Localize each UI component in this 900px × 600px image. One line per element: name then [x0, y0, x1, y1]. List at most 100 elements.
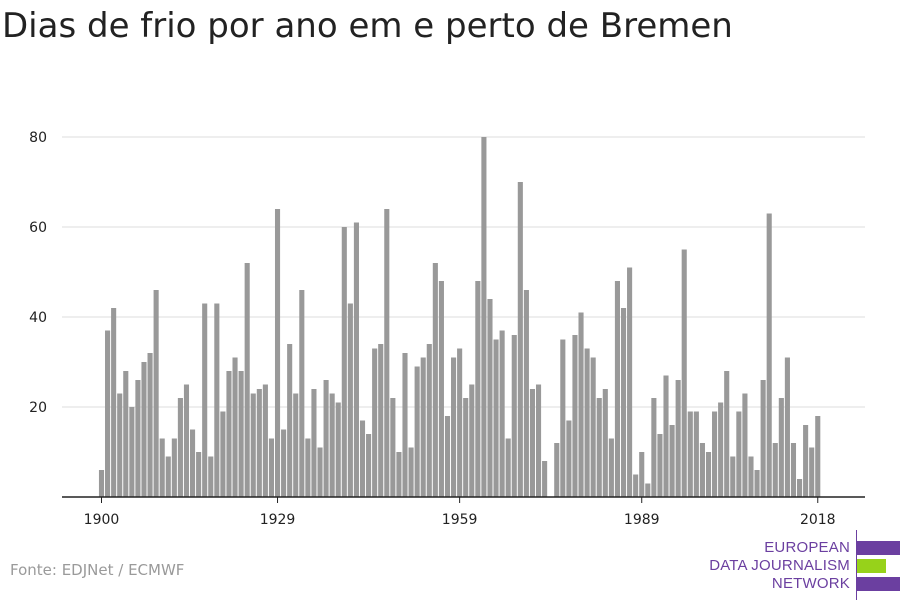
- bar-1978: [572, 335, 578, 497]
- bar-1959: [457, 348, 463, 497]
- x-axis-ticks: 1900 1929 1959 1989 2018: [84, 497, 836, 528]
- x-tick-label-1900: 1900: [84, 512, 120, 528]
- bar-1949: [396, 452, 402, 497]
- bar-1961: [469, 384, 475, 497]
- bar-1910: [159, 438, 165, 497]
- bar-1942: [353, 222, 359, 497]
- bar-1967: [505, 438, 511, 497]
- bar-1924: [244, 263, 250, 497]
- logo-text-european: EUROPEAN: [764, 539, 850, 556]
- bar-1901: [105, 330, 111, 497]
- bar-2005: [736, 411, 742, 497]
- bar-2004: [730, 456, 736, 497]
- y-axis-tick-labels: 20 40 60 80: [29, 130, 47, 416]
- bar-1926: [256, 389, 262, 497]
- bar-1971: [529, 389, 536, 497]
- bar-1920: [220, 411, 226, 497]
- bar-1925: [250, 393, 256, 497]
- bar-2001: [712, 411, 718, 497]
- bar-1905: [129, 407, 135, 497]
- bar-1931: [287, 344, 293, 497]
- bar-1966: [499, 330, 505, 497]
- bar-2015: [797, 479, 803, 497]
- bar-2014: [790, 443, 797, 497]
- bar-1937: [323, 380, 329, 497]
- bar-1902: [111, 308, 117, 497]
- bar-1977: [566, 420, 572, 497]
- bar-1983: [602, 389, 608, 497]
- bar-1951: [408, 447, 414, 497]
- bar-1980: [584, 348, 590, 497]
- bar-1969: [517, 182, 523, 497]
- bar-1914: [183, 384, 190, 497]
- bar-1918: [208, 456, 214, 497]
- bar-1943: [359, 420, 366, 497]
- bar-1999: [699, 443, 705, 497]
- bar-1965: [493, 339, 499, 497]
- bar-1939: [335, 402, 341, 497]
- bar-1991: [651, 398, 657, 497]
- bar-1933: [299, 290, 305, 497]
- bar-1972: [535, 384, 542, 497]
- bar-1927: [262, 384, 268, 497]
- bar-1904: [123, 371, 129, 497]
- bar-2000: [705, 452, 712, 497]
- bar-1960: [463, 398, 469, 497]
- y-tick-label-60: 60: [29, 220, 47, 236]
- bar-1958: [451, 357, 457, 497]
- bar-1917: [202, 303, 208, 497]
- bar-1992: [657, 434, 663, 497]
- bar-1941: [347, 303, 353, 497]
- bar-1936: [317, 447, 323, 497]
- bar-1929: [274, 209, 281, 497]
- logo-text-network: NETWORK: [771, 575, 850, 592]
- bar-1976: [560, 339, 566, 497]
- x-tick-label-1929: 1929: [260, 512, 296, 528]
- bar-2013: [784, 357, 790, 497]
- bar-1908: [147, 353, 153, 497]
- bar-1950: [402, 353, 408, 497]
- gridlines: [62, 136, 865, 408]
- bar-1947: [384, 209, 390, 497]
- source-note: Fonte: EDJNet / ECMWF: [10, 561, 185, 579]
- bar-1906: [135, 380, 141, 497]
- bar-1932: [293, 393, 299, 497]
- bar-1909: [153, 290, 159, 497]
- bar-1928: [268, 438, 275, 497]
- bar-1948: [390, 398, 396, 497]
- bar-1912: [171, 438, 177, 497]
- bar-1964: [487, 299, 493, 497]
- logo-divider: [856, 530, 857, 600]
- bar-1919: [214, 303, 220, 497]
- bar-1997: [687, 411, 693, 497]
- bar-1975: [554, 443, 560, 497]
- bar-1956: [438, 281, 444, 497]
- x-tick-label-2018: 2018: [800, 512, 836, 528]
- logo-bar-purple-bottom: [857, 577, 900, 591]
- bar-1979: [578, 312, 584, 497]
- bar-1984: [608, 438, 614, 497]
- logo-bar-purple-top: [857, 541, 900, 555]
- bar-1981: [590, 357, 596, 497]
- bar-1987: [627, 267, 633, 497]
- bar-1990: [645, 483, 651, 497]
- bar-2009: [760, 380, 766, 497]
- bar-1993: [663, 375, 669, 497]
- bar-1957: [444, 416, 451, 497]
- bar-2010: [766, 213, 772, 497]
- bar-2018: [815, 416, 821, 497]
- bar-2012: [778, 398, 784, 497]
- bar-1922: [232, 357, 238, 497]
- bar-1955: [432, 263, 438, 497]
- bar-1996: [681, 249, 687, 497]
- bar-1938: [329, 393, 335, 497]
- bar-1903: [117, 393, 123, 497]
- bar-1934: [305, 438, 311, 497]
- bar-2016: [803, 425, 809, 497]
- bar-1900: [98, 470, 105, 497]
- bar-2007: [748, 456, 754, 497]
- x-tick-label-1959: 1959: [442, 512, 478, 528]
- bar-1970: [523, 290, 529, 497]
- bar-1911: [165, 456, 171, 497]
